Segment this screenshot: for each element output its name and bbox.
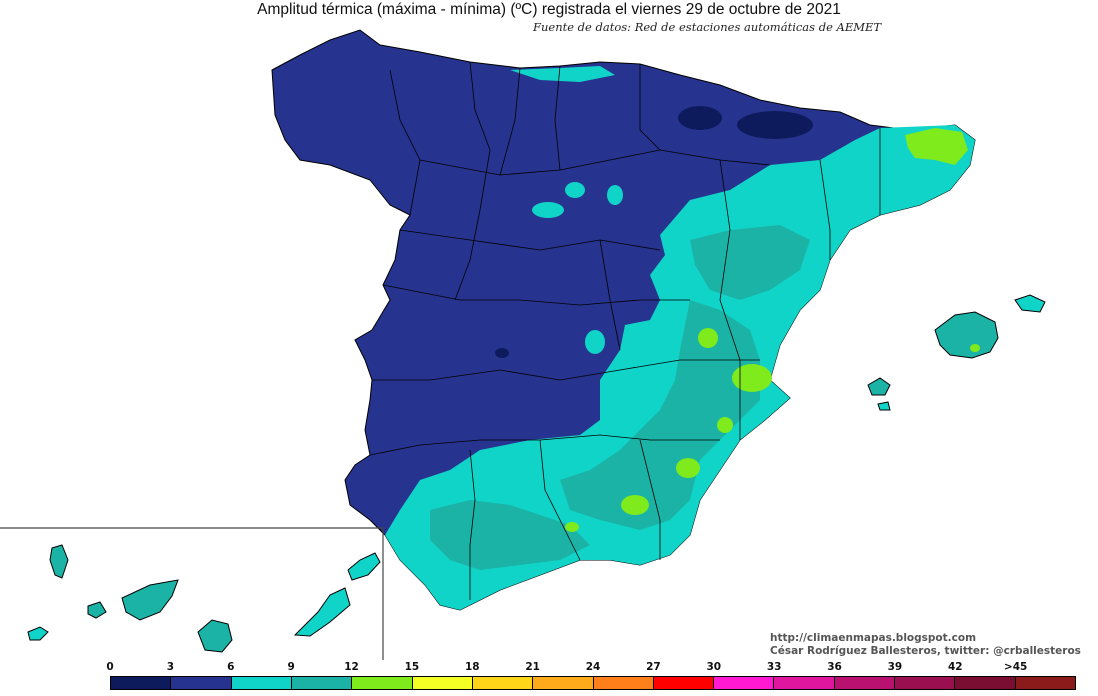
credit-url: http://climaenmapas.blogspot.com [770,632,977,644]
legend-tick-label: 30 [706,661,722,673]
girona-hotspot [905,128,968,165]
fuerteventura [293,587,351,637]
valladolid-warm-spot [532,202,564,218]
cantabrian-strip [510,66,615,82]
legend-tick-label: 18 [464,661,480,673]
valencia-interior-zone [560,300,760,530]
mallorca-warm-spot [970,344,980,352]
legend-swatch [714,677,775,689]
legend-tick-label: 15 [404,661,420,673]
legend-tick-label: 21 [525,661,540,673]
legend-swatch [472,677,534,689]
legend-tick-label: 0 [106,661,114,673]
legend-tick-label: 6 [227,661,235,673]
legend-swatch [231,677,292,689]
valencia-hotspot [732,364,772,392]
murcia-hotspot [676,458,700,478]
legend-tick-label: >45 [1003,661,1028,673]
toledo-cold-spot [495,348,509,358]
lanzarote [347,552,381,581]
legend-swatch [352,677,413,689]
la-gomera [87,601,107,619]
legend-swatch [593,677,654,689]
canary-inset-frame [0,527,384,660]
albacete-hotspot [698,328,718,348]
data-source-note: Fuente de datos: Red de estaciones autom… [533,20,882,34]
menorca [1014,294,1046,313]
legend-tick-label: 27 [646,661,661,673]
legend-swatch [111,677,172,689]
legend-tick-label: 9 [287,661,295,673]
legend-tick-label: 3 [166,661,175,673]
legend-tick-label: 12 [344,661,359,673]
legend-swatch [834,677,896,689]
credit-author: César Rodríguez Ballesteros, twitter: @c… [770,645,1081,657]
aragon-zone [690,225,810,300]
legend-tick-label: 42 [947,661,963,673]
burgos-warm-spot [565,182,585,198]
legend-tick-label: 24 [585,661,601,673]
legend-swatch [291,677,353,689]
map-title: Amplitud térmica (máxima - mínima) (ºC) … [257,1,841,18]
legend-swatch [955,677,1016,689]
ibiza [867,377,891,396]
tenerife [121,579,179,621]
legend-tick-label: 33 [766,661,782,673]
formentera [877,401,891,411]
legend-tick-label: 36 [827,661,842,673]
el-hierro [27,626,49,641]
legend-swatch [1015,677,1075,689]
legend-swatch [171,677,232,689]
legend-swatch [653,677,715,689]
pyrenees-cold-core [737,111,813,139]
cuenca-warm-spot [585,330,605,354]
mallorca [934,311,999,359]
navarra-cold-core [678,106,722,130]
alicante-hotspot [717,417,733,433]
soria-warm-spot [607,185,623,205]
legend-swatch [774,677,835,689]
legend-tick-label: 39 [887,661,903,673]
color-scale-legend [110,676,1076,690]
la-palma [49,544,69,579]
granada-hotspot [621,495,649,515]
legend-ticks: 0 3 6 9 12 15 18 21 24 27 30 33 36 39 42 >45 [0,661,1098,675]
province-borders [369,61,881,600]
malaga-hotspot [565,522,579,532]
legend-swatch [412,677,473,689]
legend-swatch [895,677,956,689]
gran-canaria [197,619,233,653]
legend-swatch [533,677,594,689]
